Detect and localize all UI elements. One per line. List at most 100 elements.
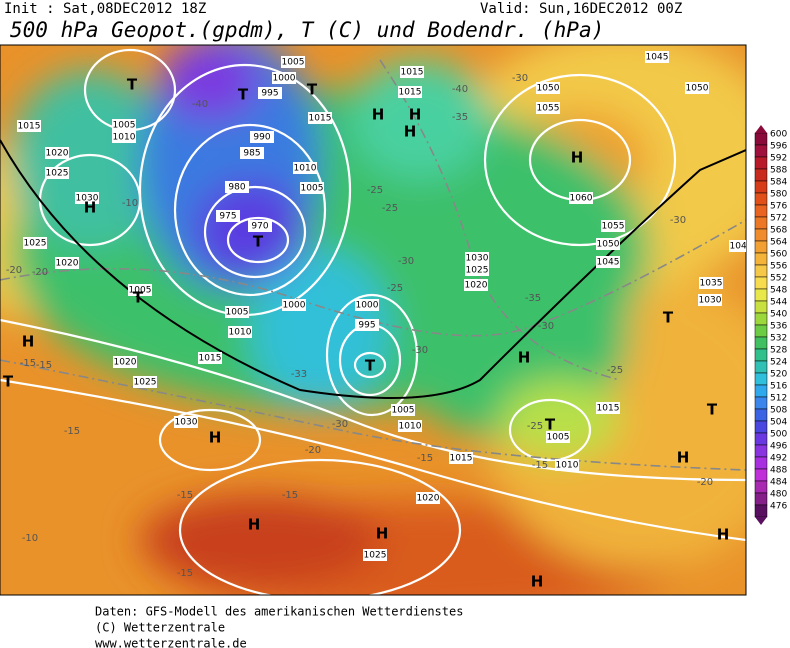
pressure-label: 985 (243, 149, 260, 159)
pressure-label: 1025 (24, 239, 47, 249)
pressure-label: 1055 (537, 104, 560, 114)
temperature-label: -15 (417, 453, 433, 464)
legend-swatch (754, 360, 768, 374)
pressure-label: 1015 (450, 454, 473, 464)
pressure-label: 1000 (283, 301, 306, 311)
pressure-label-box (282, 299, 306, 311)
pressure-label: 1025 (364, 551, 387, 561)
pressure-label-box (198, 352, 222, 364)
pressure-label: 1035 (700, 279, 723, 289)
legend-label: 496 (770, 442, 787, 452)
legend-label: 516 (770, 382, 787, 392)
temperature-label: -35 (525, 293, 541, 304)
legend-swatch (754, 312, 768, 326)
pressure-label-box (225, 181, 249, 193)
temperature-label: -33 (291, 369, 307, 380)
pressure-label-box (248, 220, 272, 232)
legend-swatch (754, 144, 768, 158)
map-field (0, 45, 746, 595)
temperature-label: -10 (22, 533, 38, 544)
pressure-label-box (464, 279, 488, 291)
pressure-label-box (174, 416, 198, 428)
pressure-label-box (281, 56, 305, 68)
pressure-system: T (253, 233, 264, 251)
pressure-label-box (45, 167, 69, 179)
legend-label: 552 (770, 274, 787, 284)
pressure-label-box (398, 86, 422, 98)
legend-label: 556 (770, 262, 787, 272)
legend-swatch (754, 288, 768, 302)
legend-label: 532 (770, 334, 787, 344)
pressure-label: 1010 (556, 461, 579, 471)
pressure-label: 1025 (46, 169, 69, 179)
pressure-label-box (228, 326, 252, 338)
legend-swatch (754, 132, 768, 146)
legend-label: 500 (770, 430, 787, 440)
legend-label: 492 (770, 454, 787, 464)
legend-swatch (754, 252, 768, 266)
legend-label: 544 (770, 298, 787, 308)
pressure-label: 1020 (46, 149, 69, 159)
pressure-system: H (248, 516, 261, 534)
legend-label: 524 (770, 358, 787, 368)
pressure-label-box (698, 294, 722, 306)
pressure-label-box (391, 404, 415, 416)
pressure-label: 1020 (56, 259, 79, 269)
legend-label: 480 (770, 490, 787, 500)
footer-copyright: (C) Wetterzentrale (95, 621, 225, 635)
pressure-label-box (258, 87, 282, 99)
legend-swatch (754, 264, 768, 278)
pressure-label: 1015 (597, 404, 620, 414)
temperature-label: -15 (177, 490, 193, 501)
pressure-label: 1005 (113, 121, 136, 131)
pressure-label: 1010 (399, 422, 422, 432)
temperature-label: -20 (6, 265, 22, 276)
temperature-label: -15 (177, 568, 193, 579)
pressure-label-box (112, 131, 136, 143)
pressure-label-box (216, 210, 240, 222)
temperature-label: -25 (527, 421, 543, 432)
pressure-label-box (112, 119, 136, 131)
legend-label: 596 (770, 142, 787, 152)
map-title: 500 hPa Geopot.(gpdm), T (C) und Bodendr… (10, 18, 604, 42)
pressure-system: T (238, 86, 249, 104)
legend-arrow-top (755, 125, 767, 133)
pressure-label-box (17, 120, 41, 132)
map-labels: 1005 1000 995 1015 1015 1015 1010 1005 990 985 980… (3, 51, 753, 591)
pressure-system: H (409, 106, 422, 124)
pressure-system: T (133, 289, 144, 307)
pressure-label-box (363, 549, 387, 561)
valid-time: Valid: Sun,16DEC2012 00Z (480, 1, 682, 17)
pressure-label: 1005 (226, 308, 249, 318)
legend-swatch (754, 456, 768, 470)
pressure-label: 1025 (466, 266, 489, 276)
pressure-label-box (55, 257, 79, 269)
temperature-label: -40 (192, 99, 208, 110)
legend-label: 536 (770, 322, 787, 332)
legend-swatch (754, 300, 768, 314)
legend-label: 584 (770, 178, 787, 188)
legend-swatch (754, 372, 768, 386)
pressure-system: H (571, 149, 584, 167)
pressure-label: 1030 (76, 194, 99, 204)
pressure-system: T (3, 373, 14, 391)
legend-label: 588 (770, 166, 787, 176)
temperature-label: -15 (64, 426, 80, 437)
pressure-label: 975 (219, 212, 236, 222)
legend-label: 564 (770, 238, 787, 248)
legend-label: 592 (770, 154, 787, 164)
legend-swatch (754, 480, 768, 494)
pressure-label: 1050 (537, 84, 560, 94)
init-time: Init : Sat,08DEC2012 18Z (4, 1, 206, 17)
temperature-label: -30 (538, 321, 554, 332)
legend-swatch (754, 216, 768, 230)
pressure-system: H (84, 199, 97, 217)
legend-swatch (754, 504, 768, 518)
pressure-label: 1040 (730, 242, 753, 252)
pressure-label-box (465, 252, 489, 264)
pressure-label: 1010 (229, 328, 252, 338)
legend-label: 476 (770, 502, 787, 512)
pressure-label: 995 (358, 321, 375, 331)
pressure-label-box (240, 147, 264, 159)
pressure-label-box (685, 82, 709, 94)
